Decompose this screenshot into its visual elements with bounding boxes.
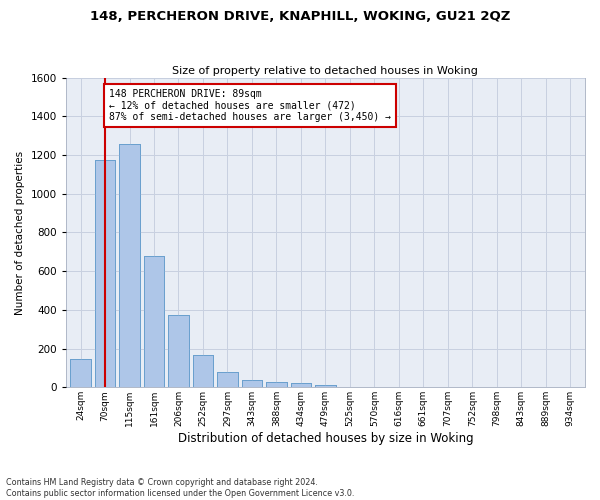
Bar	[143, 256, 164, 388]
Bar	[315, 385, 336, 388]
Bar	[143, 256, 164, 388]
Bar	[70, 358, 91, 388]
Bar	[119, 144, 140, 388]
Bar	[119, 144, 140, 388]
Text: 148 PERCHERON DRIVE: 89sqm
← 12% of detached houses are smaller (472)
87% of sem: 148 PERCHERON DRIVE: 89sqm ← 12% of deta…	[109, 90, 391, 122]
Bar	[217, 372, 238, 388]
Bar	[95, 160, 115, 388]
Bar	[168, 314, 189, 388]
Bar	[266, 382, 287, 388]
Bar	[168, 314, 189, 388]
Bar	[290, 384, 311, 388]
Bar	[266, 382, 287, 388]
Bar	[95, 160, 115, 388]
Text: Contains HM Land Registry data © Crown copyright and database right 2024.
Contai: Contains HM Land Registry data © Crown c…	[6, 478, 355, 498]
X-axis label: Distribution of detached houses by size in Woking: Distribution of detached houses by size …	[178, 432, 473, 445]
Bar	[290, 384, 311, 388]
Title: Size of property relative to detached houses in Woking: Size of property relative to detached ho…	[172, 66, 478, 76]
Y-axis label: Number of detached properties: Number of detached properties	[15, 150, 25, 314]
Bar	[242, 380, 262, 388]
Bar	[242, 380, 262, 388]
Bar	[315, 385, 336, 388]
Bar	[70, 358, 91, 388]
Bar	[193, 355, 214, 388]
Bar	[217, 372, 238, 388]
Bar	[193, 355, 214, 388]
Text: 148, PERCHERON DRIVE, KNAPHILL, WOKING, GU21 2QZ: 148, PERCHERON DRIVE, KNAPHILL, WOKING, …	[90, 10, 510, 23]
